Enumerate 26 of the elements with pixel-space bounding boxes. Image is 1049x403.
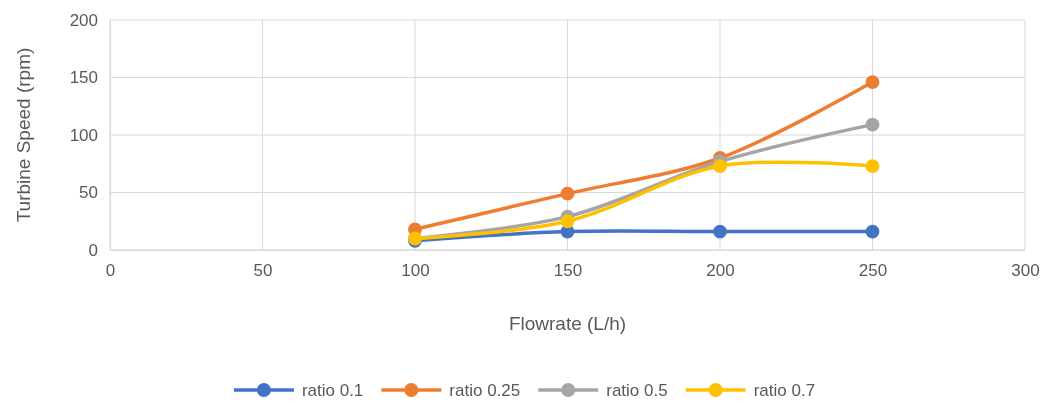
y-tick-label: 50 xyxy=(79,183,98,203)
point xyxy=(865,159,880,173)
x-tick-label: 200 xyxy=(706,261,735,281)
y-tick-label: 100 xyxy=(69,125,98,145)
point xyxy=(713,159,727,173)
x-tick-label: 150 xyxy=(553,261,583,281)
point xyxy=(713,224,727,239)
x-tick-label: 100 xyxy=(401,261,430,281)
point xyxy=(865,224,880,239)
point xyxy=(560,214,575,229)
x-tick-label: 0 xyxy=(105,261,116,281)
y-tick-label: 200 xyxy=(69,10,98,30)
point xyxy=(560,186,575,201)
y-axis-title: Turbine Speed (rpm) xyxy=(13,47,34,223)
x-axis-title: Flowrate (L/h) xyxy=(508,313,627,334)
y-tick-label: 150 xyxy=(69,68,98,88)
y-tick-label: 0 xyxy=(88,240,98,260)
legend-label: ratio 0.25 xyxy=(449,381,521,400)
legend-label: ratio 0.1 xyxy=(301,381,364,400)
point xyxy=(865,75,880,89)
point xyxy=(865,117,880,132)
x-tick-label: 300 xyxy=(1011,261,1040,281)
legend-label: ratio 0.7 xyxy=(753,381,816,400)
legend-label: ratio 0.5 xyxy=(606,381,668,400)
x-tick-label: 250 xyxy=(858,261,888,281)
x-tick-label: 50 xyxy=(253,261,273,281)
